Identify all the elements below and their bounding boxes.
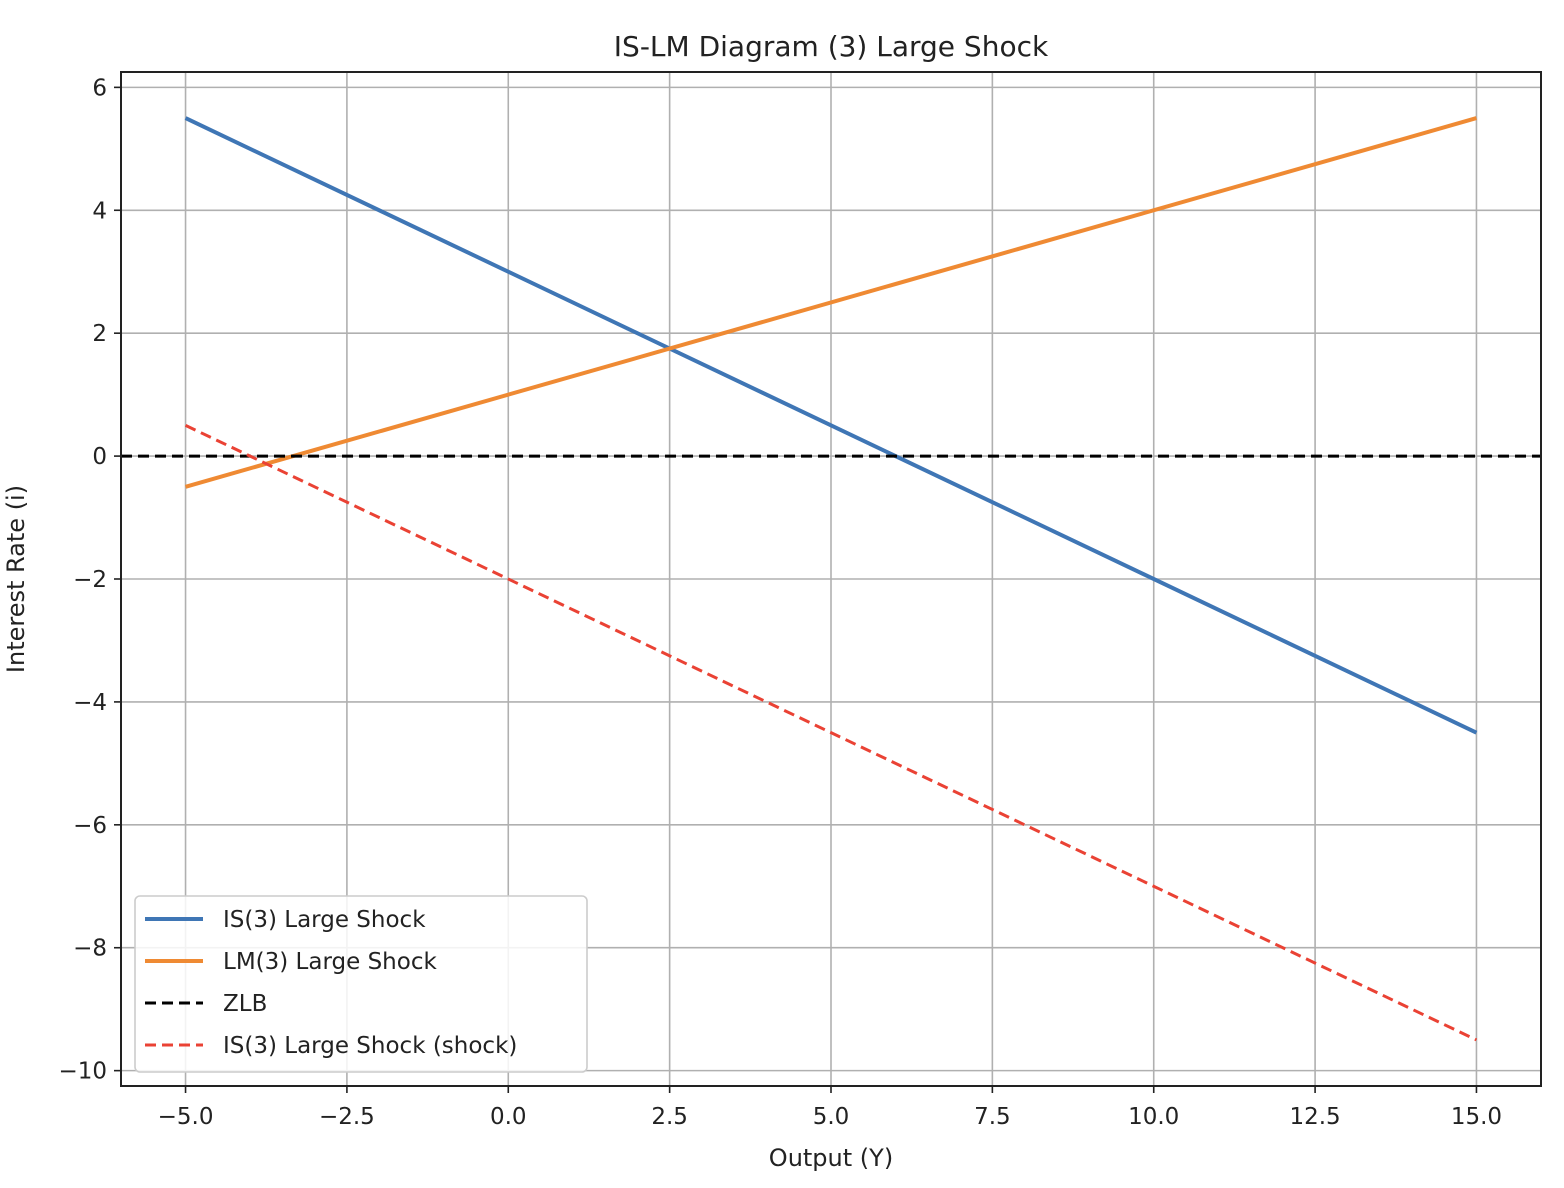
y-tick-label: −2 <box>73 567 107 593</box>
x-axis-label: Output (Y) <box>769 1144 893 1172</box>
legend-box <box>134 895 588 1073</box>
y-tick-label: −4 <box>73 690 107 716</box>
legend-label: IS(3) Large Shock (shock) <box>223 1033 517 1059</box>
y-tick-label: −6 <box>73 813 107 839</box>
legend-label: IS(3) Large Shock <box>223 907 426 933</box>
x-tick-label: 10.0 <box>1128 1104 1179 1130</box>
legend-label: LM(3) Large Shock <box>223 949 437 975</box>
x-tick-label: −2.5 <box>319 1104 375 1130</box>
y-tick-label: −8 <box>73 936 107 962</box>
x-tick-label: 7.5 <box>974 1104 1011 1130</box>
y-axis: 6 4 2 0 −2 −4 −6 −8 −10 <box>58 75 121 1085</box>
y-tick-label: −10 <box>58 1059 107 1085</box>
series-line-is-3-large-shock-shock <box>184 424 1478 1042</box>
y-tick-label: 2 <box>92 321 107 347</box>
x-tick-label: 12.5 <box>1289 1104 1340 1130</box>
chart-title: IS-LM Diagram (3) Large Shock <box>614 30 1049 63</box>
x-tick-label: 2.5 <box>651 1104 688 1130</box>
x-tick-label: −5.0 <box>158 1104 214 1130</box>
y-tick-label: 6 <box>92 75 107 101</box>
y-axis-label: Interest Rate (i) <box>2 485 30 673</box>
y-tick-label: 0 <box>92 444 107 470</box>
x-tick-label: 0.0 <box>490 1104 527 1130</box>
series-line-lm-3-large-shock <box>184 116 1478 489</box>
series-line-is-3-large-shock <box>184 116 1478 735</box>
y-tick-label: 4 <box>92 198 107 224</box>
x-tick-label: 5.0 <box>813 1104 850 1130</box>
x-axis: −5.0 −2.5 0.0 2.5 5.0 7.5 10.0 12.5 15.0 <box>158 1086 1502 1130</box>
legend: IS(3) Large Shock LM(3) Large Shock ZLB IS(… <box>134 895 588 1073</box>
legend-label: ZLB <box>223 991 267 1017</box>
series-layer <box>121 116 1541 1042</box>
x-tick-label: 15.0 <box>1451 1104 1502 1130</box>
